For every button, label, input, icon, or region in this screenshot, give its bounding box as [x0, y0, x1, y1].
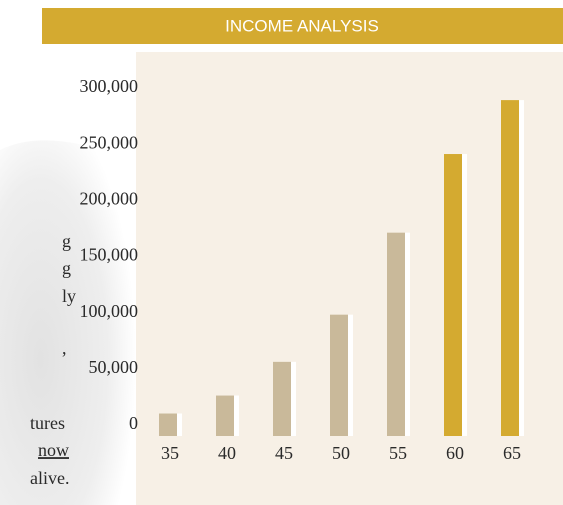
y-tick-label: 100,000	[80, 301, 139, 321]
chart-panel	[136, 52, 563, 505]
side-text: alive.	[30, 468, 69, 488]
y-tick-label: 250,000	[80, 132, 139, 152]
bar	[273, 362, 291, 436]
side-text: ,	[62, 338, 67, 358]
side-text: g	[62, 231, 71, 251]
chart-title: INCOME ANALYSIS	[225, 16, 379, 35]
side-text: g	[62, 258, 71, 278]
bar	[387, 233, 405, 436]
x-tick-label: 40	[218, 443, 236, 463]
bar	[330, 315, 348, 436]
y-tick-label: 50,000	[89, 357, 139, 377]
bar-highlight	[462, 154, 467, 436]
bar	[501, 100, 519, 436]
page: INCOME ANALYSIS g g ly , tures now alive…	[0, 0, 563, 505]
bar	[159, 414, 177, 436]
bar-highlight	[177, 414, 182, 436]
bar	[216, 396, 234, 436]
side-text: ly	[62, 286, 76, 306]
x-tick-label: 65	[503, 443, 521, 463]
bar-highlight	[291, 362, 296, 436]
x-tick-label: 55	[389, 443, 407, 463]
bar-highlight	[519, 100, 524, 436]
y-tick-label: 200,000	[80, 188, 139, 208]
side-text: tures	[30, 413, 65, 433]
bar-highlight	[405, 233, 410, 436]
bar-highlight	[348, 315, 353, 436]
y-tick-label: 300,000	[80, 76, 139, 96]
y-tick-label: 0	[129, 413, 138, 433]
x-tick-label: 60	[446, 443, 464, 463]
x-tick-label: 50	[332, 443, 350, 463]
bar-highlight	[234, 396, 239, 436]
side-link[interactable]: now	[38, 440, 69, 460]
x-tick-label: 45	[275, 443, 293, 463]
y-tick-label: 150,000	[80, 245, 139, 265]
bar	[444, 154, 462, 436]
x-tick-label: 35	[161, 443, 179, 463]
